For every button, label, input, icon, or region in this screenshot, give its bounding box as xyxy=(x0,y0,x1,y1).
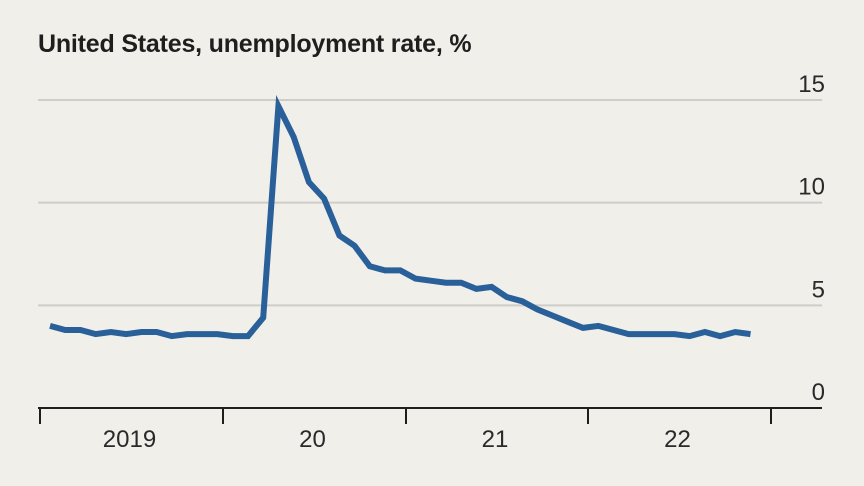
unemployment-rate-line xyxy=(49,95,751,340)
x-tick-label-20: 20 xyxy=(299,426,326,453)
x-tick-label-21: 21 xyxy=(482,426,509,453)
chart-title: United States, unemployment rate, % xyxy=(38,30,472,58)
y-tick-label-15: 15 xyxy=(798,71,825,98)
x-tick-label-2019: 2019 xyxy=(103,426,156,453)
y-tick-label-5: 5 xyxy=(812,276,825,303)
x-tick-label-22: 22 xyxy=(664,426,691,453)
y-tick-label-10: 10 xyxy=(798,174,825,201)
y-tick-label-0: 0 xyxy=(812,379,825,406)
